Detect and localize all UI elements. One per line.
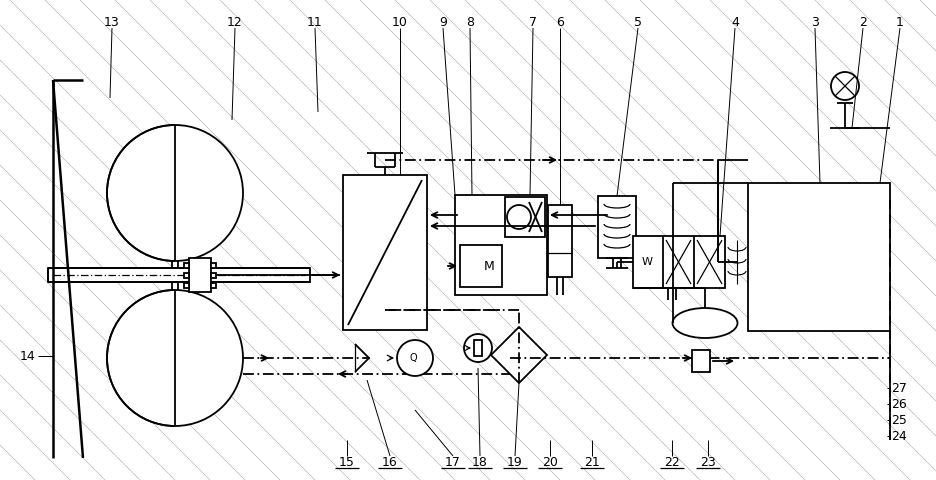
Ellipse shape (672, 308, 737, 338)
Text: M: M (483, 260, 494, 273)
Text: 18: 18 (472, 456, 488, 468)
Bar (183, 263, 189, 268)
Text: 22: 22 (664, 456, 680, 468)
Text: 15: 15 (339, 456, 355, 468)
Text: 19: 19 (506, 456, 522, 468)
Bar (211, 273, 216, 278)
Text: 12: 12 (227, 15, 242, 28)
Text: 8: 8 (465, 15, 474, 28)
Text: 9: 9 (439, 15, 446, 28)
Text: 13: 13 (104, 15, 120, 28)
Bar (343, 175, 427, 330)
Text: 1: 1 (895, 15, 903, 28)
Circle shape (397, 340, 432, 376)
Polygon shape (490, 327, 547, 383)
Text: 6: 6 (555, 15, 563, 28)
Text: 17: 17 (445, 456, 461, 468)
Circle shape (506, 205, 531, 229)
Text: 10: 10 (391, 15, 407, 28)
Text: 20: 20 (542, 456, 557, 468)
Bar (505, 197, 545, 237)
Bar (548, 205, 571, 277)
Text: 7: 7 (529, 15, 536, 28)
Bar (48, 268, 310, 282)
Text: 5: 5 (634, 15, 641, 28)
Bar (597, 196, 636, 258)
Bar (455, 195, 547, 295)
Text: 23: 23 (699, 456, 715, 468)
Circle shape (830, 72, 858, 100)
Bar (460, 245, 502, 287)
Text: 21: 21 (583, 456, 599, 468)
Text: 16: 16 (382, 456, 398, 468)
Text: 2: 2 (858, 15, 866, 28)
Bar (189, 258, 211, 292)
Bar (474, 340, 481, 356)
Text: 25: 25 (890, 413, 906, 427)
Bar (211, 283, 216, 288)
Bar (633, 236, 724, 288)
Circle shape (107, 290, 242, 426)
Bar (747, 183, 889, 331)
Text: 26: 26 (890, 397, 906, 410)
Text: 11: 11 (307, 15, 323, 28)
Text: W: W (641, 257, 651, 267)
Bar (692, 350, 709, 372)
Bar (211, 263, 216, 268)
Text: Q: Q (409, 353, 417, 363)
Text: 27: 27 (890, 382, 906, 395)
Circle shape (107, 125, 242, 261)
Text: 3: 3 (811, 15, 818, 28)
Text: 14: 14 (20, 349, 36, 362)
Bar (183, 283, 189, 288)
Text: 4: 4 (730, 15, 739, 28)
Text: 24: 24 (890, 430, 906, 443)
Circle shape (463, 334, 491, 362)
Bar (183, 273, 189, 278)
